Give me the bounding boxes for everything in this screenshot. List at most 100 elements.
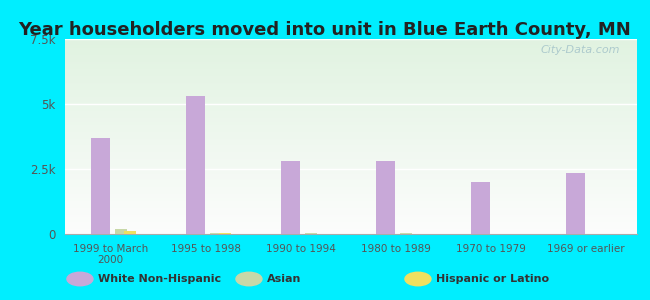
Bar — [124, 231, 135, 234]
Bar — [65, 107, 637, 108]
Bar — [65, 94, 637, 95]
Bar — [65, 128, 637, 129]
Bar — [65, 62, 637, 63]
Bar — [65, 171, 637, 172]
Bar — [65, 212, 637, 214]
Bar — [65, 104, 637, 105]
Bar — [65, 121, 637, 122]
Bar — [281, 161, 300, 234]
Bar — [65, 60, 637, 62]
Bar — [65, 187, 637, 188]
Bar — [65, 43, 637, 44]
Bar — [65, 103, 637, 104]
Bar — [65, 110, 637, 111]
Bar — [65, 201, 637, 202]
Bar — [65, 97, 637, 98]
Bar — [65, 151, 637, 152]
Bar — [65, 211, 637, 212]
Bar — [65, 170, 637, 171]
Bar — [65, 118, 637, 119]
Bar — [65, 112, 637, 113]
Bar — [65, 54, 637, 55]
Bar — [65, 48, 637, 49]
Bar — [65, 177, 637, 178]
Bar — [376, 161, 395, 234]
Bar — [65, 75, 637, 76]
Bar — [65, 109, 637, 110]
Bar — [65, 133, 637, 134]
Bar — [65, 83, 637, 84]
Bar — [65, 223, 637, 224]
Text: Hispanic or Latino: Hispanic or Latino — [436, 274, 549, 284]
Bar — [65, 196, 637, 197]
Bar — [65, 161, 637, 162]
Bar — [65, 155, 637, 156]
Bar — [65, 175, 637, 176]
Bar — [65, 193, 637, 194]
Bar — [65, 137, 637, 138]
Bar — [65, 80, 637, 81]
Bar — [305, 233, 317, 234]
Bar — [65, 46, 637, 47]
Bar — [65, 111, 637, 112]
Bar — [65, 146, 637, 147]
Bar — [65, 67, 637, 68]
Bar — [65, 153, 637, 154]
Bar — [65, 156, 637, 157]
Bar — [65, 101, 637, 102]
Bar — [65, 129, 637, 130]
Bar — [65, 209, 637, 210]
Bar — [65, 163, 637, 164]
Bar — [65, 68, 637, 69]
Bar — [65, 123, 637, 124]
Bar — [65, 188, 637, 189]
Bar — [65, 79, 637, 80]
Bar — [65, 145, 637, 146]
Bar — [65, 204, 637, 205]
Bar — [65, 98, 637, 99]
Bar — [65, 233, 637, 234]
Text: City-Data.com: City-Data.com — [540, 45, 620, 55]
Bar — [65, 87, 637, 88]
Bar — [65, 89, 637, 90]
Bar — [65, 115, 637, 116]
Bar — [65, 225, 637, 226]
Bar — [65, 183, 637, 184]
Bar — [567, 173, 585, 234]
Bar — [65, 179, 637, 180]
Bar — [65, 220, 637, 221]
Bar — [65, 47, 637, 48]
Bar — [65, 117, 637, 118]
Bar — [65, 45, 637, 46]
Bar — [65, 199, 637, 200]
Bar — [65, 126, 637, 127]
Bar — [65, 66, 637, 67]
Bar — [65, 150, 637, 151]
Bar — [65, 132, 637, 133]
Bar — [65, 159, 637, 160]
Bar — [65, 64, 637, 65]
Bar — [91, 138, 110, 234]
Bar — [65, 229, 637, 230]
Bar — [65, 181, 637, 182]
Bar — [65, 189, 637, 190]
Bar — [65, 93, 637, 94]
Bar — [65, 176, 637, 177]
Bar — [400, 233, 412, 234]
Bar — [65, 215, 637, 217]
Bar — [65, 214, 637, 215]
Bar — [65, 108, 637, 109]
Bar — [65, 65, 637, 66]
Bar — [65, 99, 637, 101]
Bar — [65, 200, 637, 201]
Bar — [65, 86, 637, 87]
Bar — [65, 42, 637, 43]
Bar — [65, 56, 637, 58]
Bar — [65, 142, 637, 143]
Bar — [218, 233, 231, 234]
Bar — [471, 182, 490, 234]
Bar — [186, 96, 205, 234]
Bar — [65, 85, 637, 86]
Bar — [65, 165, 637, 166]
Bar — [65, 144, 637, 145]
